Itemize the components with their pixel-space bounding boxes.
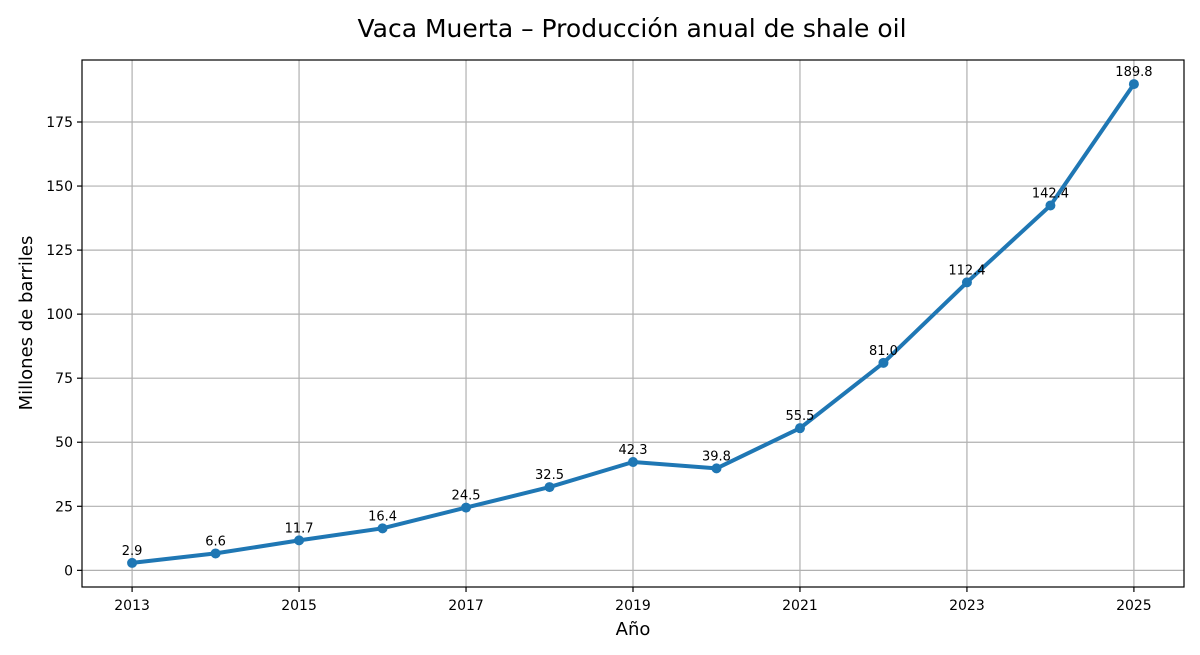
data-point xyxy=(961,277,972,288)
x-tick-label: 2017 xyxy=(448,598,484,614)
x-axis-label: Año xyxy=(616,619,651,640)
x-tick-label: 2013 xyxy=(114,598,150,614)
y-tick-label: 125 xyxy=(46,243,73,259)
y-tick-label: 25 xyxy=(55,499,73,515)
data-label: 112.4 xyxy=(948,263,985,278)
data-point xyxy=(711,463,722,474)
data-label: 189.8 xyxy=(1115,65,1152,80)
x-tick-label: 2019 xyxy=(615,598,651,614)
data-label: 32.5 xyxy=(535,468,564,483)
x-tick-label: 2015 xyxy=(281,598,317,614)
data-labels: 2.9 6.6 11.7 16.4 24.5 32.5 42.3 39.8 55.5 81.0 11… xyxy=(122,65,1153,559)
x-tick-label: 2021 xyxy=(782,598,818,614)
y-tick-label: 50 xyxy=(55,435,73,451)
y-tick-label: 175 xyxy=(46,115,73,131)
data-label: 55.5 xyxy=(785,409,814,424)
y-tick-label: 75 xyxy=(55,371,73,387)
x-tick-label: 2025 xyxy=(1116,598,1152,614)
data-label: 42.3 xyxy=(619,443,648,458)
data-points xyxy=(127,79,1139,568)
x-axis: 2013 2015 2017 2019 2021 2023 2025 xyxy=(114,587,1152,614)
data-label: 39.8 xyxy=(702,449,731,464)
data-label: 6.6 xyxy=(205,534,226,549)
data-label: 16.4 xyxy=(368,509,397,524)
data-point xyxy=(628,456,638,467)
data-point xyxy=(878,357,889,368)
data-label: 24.5 xyxy=(452,489,481,504)
data-point xyxy=(1128,79,1139,90)
data-point xyxy=(377,523,388,534)
data-point xyxy=(461,502,472,513)
data-label: 11.7 xyxy=(285,521,314,536)
data-point xyxy=(294,535,305,546)
y-axis: 0 25 50 75 100 125 150 175 xyxy=(46,115,82,579)
data-label: 81.0 xyxy=(869,344,898,359)
data-point xyxy=(210,548,221,559)
data-label: 142.4 xyxy=(1032,187,1069,202)
data-point xyxy=(1045,200,1056,211)
y-axis-label: Millones de barriles xyxy=(16,236,37,411)
data-label: 2.9 xyxy=(122,544,143,559)
data-point xyxy=(127,557,138,568)
y-tick-label: 100 xyxy=(46,307,73,323)
y-tick-label: 150 xyxy=(46,179,73,195)
grid-lines xyxy=(82,60,1184,587)
data-point xyxy=(794,423,805,434)
data-point xyxy=(544,482,555,493)
chart-title: Vaca Muerta – Producción anual de shale … xyxy=(357,14,906,43)
y-tick-label: 0 xyxy=(64,563,73,579)
x-tick-label: 2023 xyxy=(949,598,985,614)
